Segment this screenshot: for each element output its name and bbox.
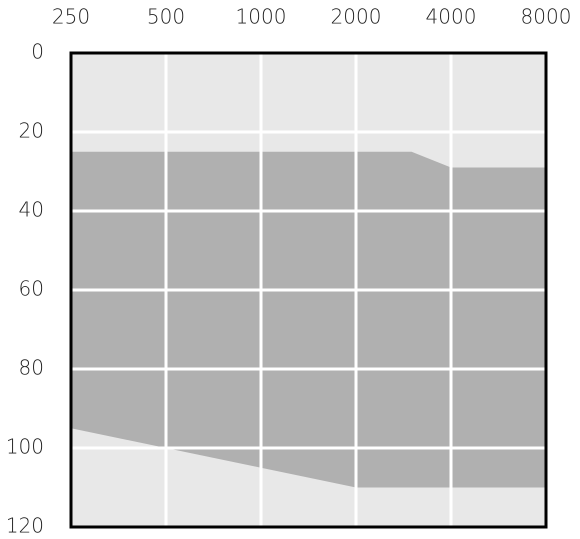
x-tick-label: 1000	[236, 5, 287, 29]
y-tick-label: 120	[6, 514, 44, 538]
x-tick-label: 2000	[331, 5, 382, 29]
x-tick-label: 500	[147, 5, 185, 29]
x-tick-label: 250	[52, 5, 90, 29]
area	[71, 53, 546, 488]
plot-border	[69, 51, 548, 529]
area	[71, 53, 546, 168]
y-tick-label: 40	[19, 198, 44, 222]
x-tick-label: 4000	[426, 5, 477, 29]
x-tick-label: 8000	[521, 5, 572, 29]
y-tick-label: 0	[31, 40, 44, 64]
y-tick-label: 60	[19, 277, 44, 301]
y-tick-label: 100	[6, 435, 44, 459]
y-tick-label: 80	[19, 356, 44, 380]
y-tick-label: 20	[19, 119, 44, 143]
